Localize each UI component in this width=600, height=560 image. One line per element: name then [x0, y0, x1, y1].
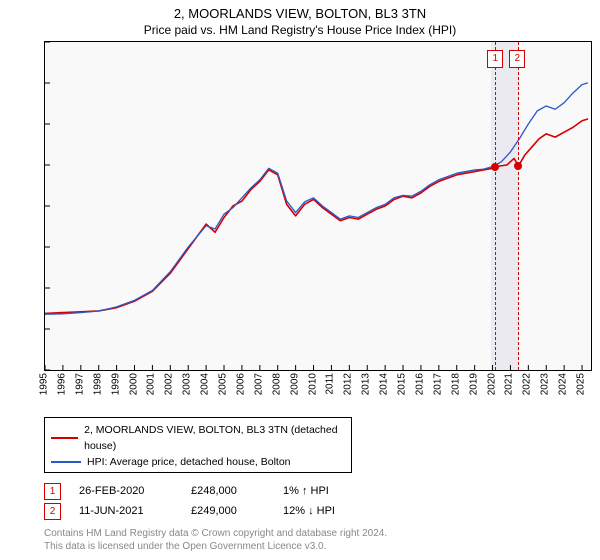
- sale-marker-dot: [491, 163, 499, 171]
- x-tick-label: 2019: [468, 373, 479, 395]
- x-tick-label: 2010: [307, 373, 318, 395]
- x-tick-label: 1998: [92, 373, 103, 395]
- x-tick-label: 2016: [414, 373, 425, 395]
- sale-delta: 1% ↑ HPI: [283, 481, 395, 501]
- x-tick-label: 1995: [39, 373, 50, 395]
- x-tick-label: 2023: [540, 373, 551, 395]
- x-tick-label: 2014: [379, 373, 390, 395]
- sale-price: £249,000: [191, 501, 283, 521]
- chart-area: 12: [44, 41, 592, 371]
- series-price_paid: [45, 119, 587, 313]
- sale-marker-tag: 2: [509, 50, 525, 68]
- x-tick-label: 2006: [235, 373, 246, 395]
- sale-marker-line: [518, 42, 519, 370]
- x-tick-label: 2008: [271, 373, 282, 395]
- x-tick-label: 2025: [576, 373, 587, 395]
- x-tick-label: 2012: [343, 373, 354, 395]
- sale-row: 1 26-FEB-2020£248,0001% ↑ HPI: [44, 481, 600, 501]
- chart-svg: [45, 42, 591, 370]
- series-hpi: [45, 83, 587, 314]
- x-tick-label: 2013: [361, 373, 372, 395]
- x-tick-label: 2002: [164, 373, 175, 395]
- x-tick-label: 2011: [325, 373, 336, 395]
- x-tick-label: 2021: [504, 373, 515, 395]
- x-tick-label: 2003: [182, 373, 193, 395]
- x-tick-label: 2004: [200, 373, 211, 395]
- legend-item: HPI: Average price, detached house, Bolt…: [51, 454, 345, 470]
- x-tick-label: 2022: [522, 373, 533, 395]
- x-tick-label: 2005: [218, 373, 229, 395]
- sale-marker-line: [495, 42, 496, 370]
- legend-label: 2, MOORLANDS VIEW, BOLTON, BL3 3TN (deta…: [84, 422, 345, 454]
- sale-price: £248,000: [191, 481, 283, 501]
- x-tick-label: 1996: [56, 373, 67, 395]
- x-tick-label: 1997: [74, 373, 85, 395]
- x-tick-label: 2001: [146, 373, 157, 395]
- sale-date: 26-FEB-2020: [79, 481, 191, 501]
- sale-badge: 1: [44, 483, 61, 500]
- x-tick-label: 2020: [486, 373, 497, 395]
- sales-table: 1 26-FEB-2020£248,0001% ↑ HPI 2 11-JUN-2021…: [44, 481, 600, 521]
- sale-marker-tag: 1: [487, 50, 503, 68]
- page-subtitle: Price paid vs. HM Land Registry's House …: [0, 21, 600, 41]
- x-tick-label: 2007: [253, 373, 264, 395]
- legend-label: HPI: Average price, detached house, Bolt…: [87, 454, 291, 470]
- sale-delta: 12% ↓ HPI: [283, 501, 395, 521]
- x-tick-label: 2017: [432, 373, 443, 395]
- page-title: 2, MOORLANDS VIEW, BOLTON, BL3 3TN: [0, 0, 600, 21]
- x-tick-label: 2000: [128, 373, 139, 395]
- legend: 2, MOORLANDS VIEW, BOLTON, BL3 3TN (deta…: [44, 417, 352, 473]
- credit-text: Contains HM Land Registry data © Crown c…: [44, 527, 600, 553]
- x-tick-label: 2009: [289, 373, 300, 395]
- credit-line: This data is licensed under the Open Gov…: [44, 540, 600, 553]
- sale-row: 2 11-JUN-2021£249,00012% ↓ HPI: [44, 501, 600, 521]
- x-tick-label: 2018: [450, 373, 461, 395]
- sale-marker-dot: [514, 162, 522, 170]
- x-tick-label: 1999: [110, 373, 121, 395]
- legend-swatch: [51, 461, 81, 463]
- legend-swatch: [51, 437, 78, 439]
- sale-badge: 2: [44, 503, 61, 520]
- credit-line: Contains HM Land Registry data © Crown c…: [44, 527, 600, 540]
- x-axis-labels: 1995199619971998199920002001200220032004…: [44, 371, 592, 411]
- x-tick-label: 2015: [397, 373, 408, 395]
- legend-item: 2, MOORLANDS VIEW, BOLTON, BL3 3TN (deta…: [51, 422, 345, 454]
- x-tick-label: 2024: [558, 373, 569, 395]
- sale-date: 11-JUN-2021: [79, 501, 191, 521]
